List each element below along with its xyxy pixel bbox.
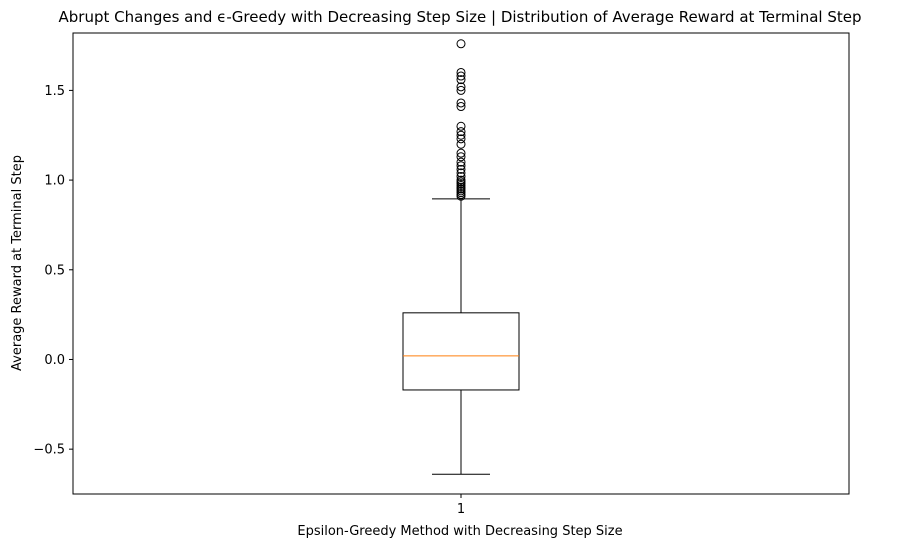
outlier-point [456,82,466,92]
outlier-point [456,139,466,149]
outlier-point [456,39,466,49]
outlier-point [456,67,466,77]
outlier-point [456,157,466,167]
y-tick-label: −0.5 [33,443,65,458]
outlier-point [456,71,466,81]
outlier-point [456,130,466,140]
y-axis-label: Average Reward at Terminal Step [10,155,25,371]
outlier-point [456,168,466,178]
outlier-point [456,98,466,108]
outlier-point [456,172,466,182]
y-tick-label: 1.0 [44,174,65,189]
outlier-point [456,175,466,185]
outlier-point [456,102,466,112]
y-axis-ticks: −0.5 0.0 0.5 1.0 1.5 [33,84,73,458]
plot-frame [72,32,850,495]
outlier-point [456,75,466,85]
iqr-box [402,312,520,391]
outlier-point [456,134,466,144]
outlier-points [456,39,466,201]
y-tick-label: 1.5 [44,84,65,99]
x-axis-ticks: 1 [457,494,465,517]
outlier-point [456,127,466,137]
y-tick-label: 0.5 [44,263,65,278]
outlier-point [456,85,466,95]
outlier-point [456,164,466,174]
outlier-point [456,121,466,131]
outlier-point [456,148,466,158]
outlier-point [456,152,466,162]
x-tick-label: 1 [457,502,465,517]
y-tick-label: 0.0 [44,353,65,368]
chart-title: Abrupt Changes and ϵ-Greedy with Decreas… [59,8,862,26]
x-axis-label: Epsilon-Greedy Method with Decreasing St… [297,524,622,539]
outlier-point [456,161,466,171]
